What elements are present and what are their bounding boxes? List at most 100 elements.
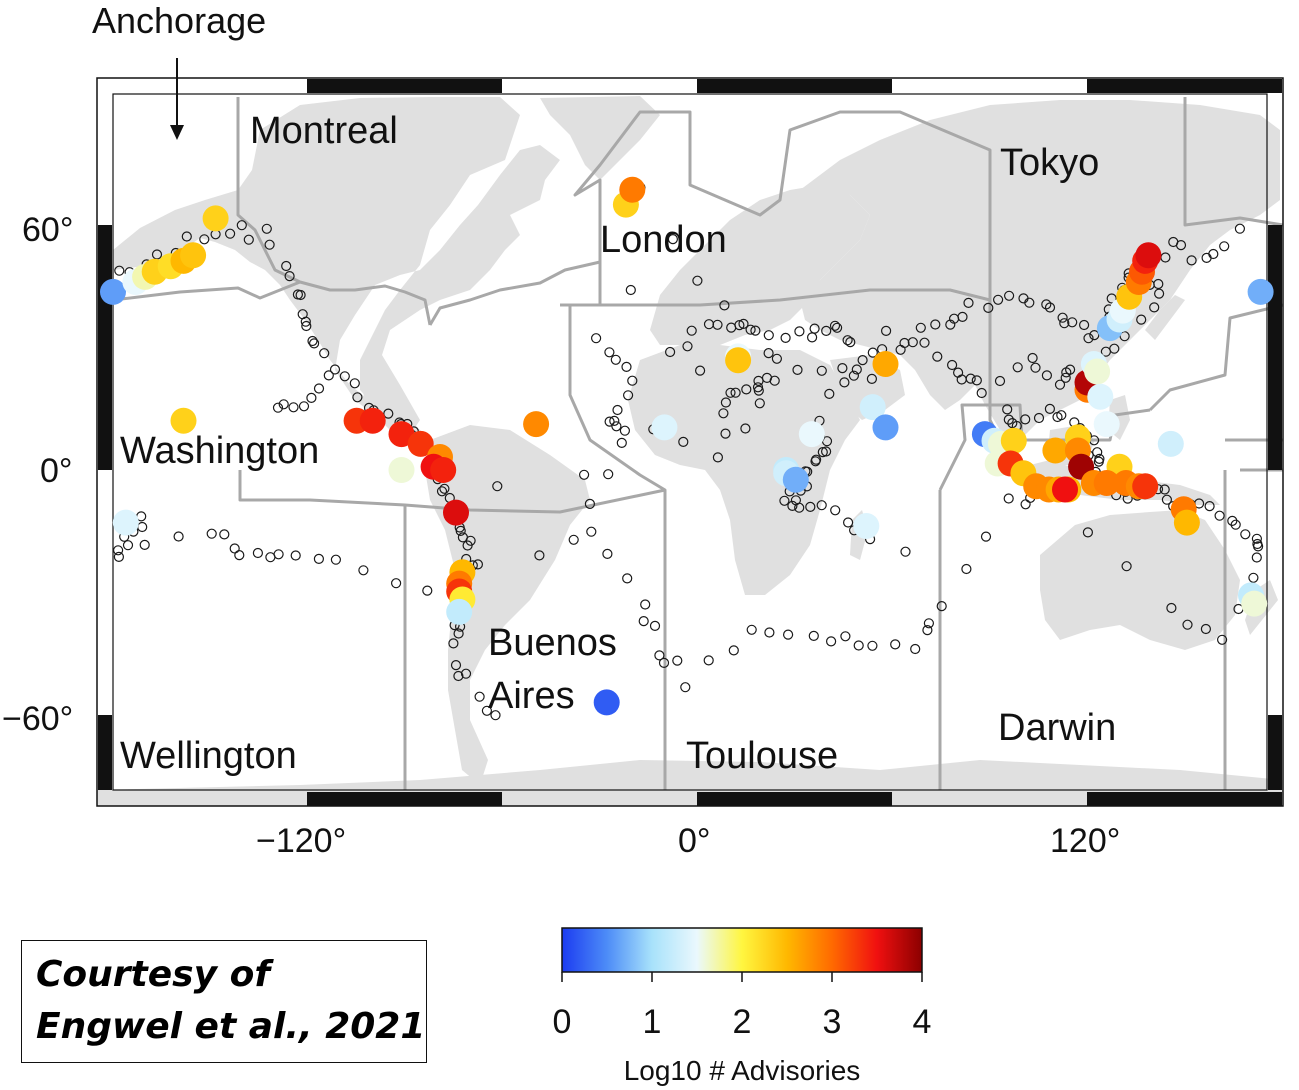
volcano-marker-open: [1182, 619, 1193, 630]
volcano-marker-open: [1012, 362, 1023, 373]
volcano-marker-open: [963, 297, 974, 308]
volcano-marker-open: [820, 446, 832, 457]
volcano-marker-open: [1251, 533, 1263, 544]
advisory-volcano-marker: [1132, 473, 1159, 500]
land-masses: [97, 96, 1283, 806]
volcano-marker-open: [481, 705, 492, 716]
region-label-london: London: [600, 219, 727, 261]
volcano-marker-open: [298, 401, 310, 412]
volcano-marker-open: [391, 578, 402, 589]
volcano-marker-open: [821, 325, 832, 336]
volcano-marker-open: [139, 539, 150, 551]
advisory-volcano-marker: [407, 430, 434, 457]
volcano-marker-open: [1057, 312, 1068, 323]
volcano-marker-open: [932, 351, 943, 362]
volcano-marker-open: [976, 387, 987, 399]
advisory-volcano-marker: [1093, 470, 1120, 496]
volcano-marker-open: [1109, 343, 1120, 354]
volcano-marker-open: [816, 500, 827, 511]
volcano-marker-open: [590, 333, 602, 344]
advisory-volcano-marker: [112, 509, 139, 536]
volcano-marker-open: [720, 428, 731, 439]
advisory-volcano-marker: [430, 457, 457, 483]
frame-bar-left-2: [98, 715, 112, 790]
volcano-marker-open: [619, 425, 631, 436]
volcano-marker-open: [284, 271, 295, 282]
volcano-marker-open: [899, 337, 910, 349]
volcano-marker-open: [1027, 352, 1038, 364]
volcano-marker-open: [808, 630, 819, 642]
advisory-volcano-marker: [446, 598, 473, 625]
volcano-marker-open: [234, 549, 245, 561]
volcano-marker-open: [831, 322, 843, 333]
frame-bar-right-2: [1268, 715, 1282, 790]
volcano-marker-open: [658, 657, 670, 669]
volcano-marker-open: [957, 311, 968, 322]
advisory-volcano-marker: [1241, 590, 1268, 617]
volcano-marker-open: [866, 373, 878, 384]
volcano-marker-open: [339, 371, 350, 382]
volcano-marker-open: [611, 421, 622, 432]
volcano-marker-open: [627, 375, 638, 386]
volcano-marker-open: [692, 275, 703, 286]
frame-bar-bottom-1: [307, 792, 502, 806]
volcano-marker-open: [667, 234, 679, 245]
y-tick-60: 60°: [22, 211, 73, 249]
volcano-marker-open: [718, 408, 729, 419]
volcano-marker-open: [313, 553, 324, 565]
advisory-volcano-marker: [1247, 278, 1274, 305]
volcano-marker-open: [930, 319, 941, 330]
advisory-volcano-marker: [388, 457, 415, 483]
volcano-marker-open: [383, 408, 394, 419]
volcano-marker-open: [1227, 515, 1238, 527]
volcano-marker-open: [1093, 456, 1104, 467]
volcano-marker-open: [919, 337, 930, 348]
volcano-marker-open: [330, 554, 341, 565]
volcano-marker-open: [264, 239, 275, 250]
volcano-marker-open: [568, 534, 579, 545]
advisory-volcano-marker: [1000, 427, 1027, 454]
volcano-marker-open: [243, 234, 254, 245]
advisory-volcano-marker: [853, 513, 880, 539]
volcano-marker-open: [1054, 379, 1066, 390]
boundary-north-pacific: [112, 280, 301, 302]
volcano-marker-open: [309, 338, 320, 349]
volcano-marker-open: [225, 228, 236, 239]
volcano-marker-open: [1248, 572, 1259, 583]
volcano-marker-open: [745, 324, 756, 335]
volcano-marker-open: [313, 383, 325, 394]
volcano-marker-open: [219, 529, 230, 540]
volcano-marker-open: [842, 335, 853, 346]
volcano-marker-open: [867, 640, 878, 651]
volcano-marker-open: [794, 326, 805, 337]
volcano-marker-open: [782, 629, 794, 640]
volcano-marker-open: [1030, 362, 1041, 373]
land-asia: [800, 100, 1280, 440]
volcano-marker-open: [612, 404, 623, 416]
advisory-volcano-marker: [1042, 437, 1069, 464]
volcano-marker-open: [352, 392, 363, 403]
volcano-marker-open: [288, 402, 299, 413]
land-japan: [1145, 295, 1185, 340]
volcano-marker-open: [810, 456, 821, 467]
colorbar-tick-3: 3: [823, 1003, 842, 1041]
volcano-marker-open: [448, 638, 459, 649]
volcano-marker-open: [1092, 447, 1103, 458]
volcano-marker-open: [278, 399, 289, 410]
volcano-marker-open: [272, 402, 284, 413]
volcano-marker-open: [610, 354, 621, 365]
volcano-marker-open: [439, 483, 450, 494]
volcano-marker-open: [490, 710, 501, 721]
volcano-marker-open: [730, 387, 741, 398]
region-label-wellington: Wellington: [120, 735, 297, 777]
colorbar-tick-2: 2: [733, 1003, 752, 1041]
volcano-marker-open: [1234, 223, 1246, 234]
volcano-marker-open: [1252, 541, 1264, 552]
volcano-marker-open: [890, 639, 901, 650]
volcano-marker-open: [740, 423, 751, 434]
volcano-marker-open: [604, 416, 615, 427]
volcano-marker-open: [728, 645, 739, 656]
volcano-marker-open: [971, 375, 982, 386]
volcano-marker-open: [750, 325, 761, 336]
advisory-volcano-marker: [170, 407, 197, 434]
